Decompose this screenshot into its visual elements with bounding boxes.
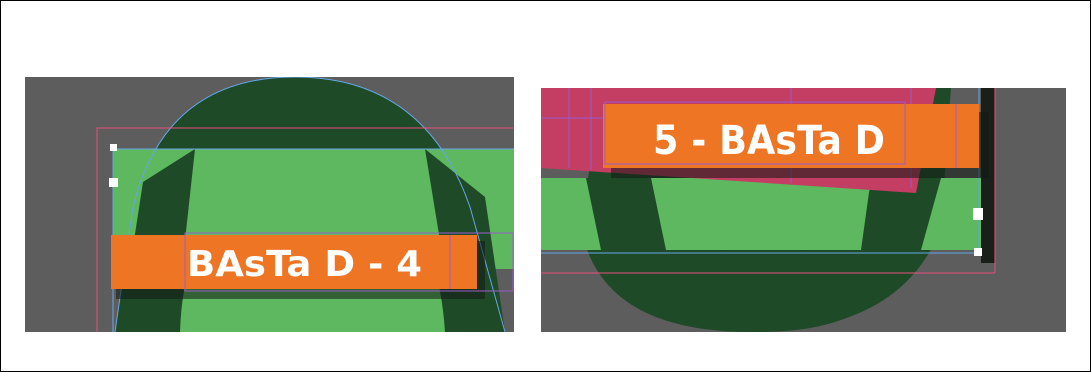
right-label-text[interactable]: 5 - BAsTa D bbox=[653, 118, 885, 164]
left-label-bar[interactable] bbox=[111, 235, 477, 289]
left-label-text[interactable]: BAsTa D - 4 bbox=[187, 244, 422, 285]
right-handle-bottom[interactable] bbox=[974, 248, 982, 256]
left-artwork-canvas[interactable]: BAsTa D - 4 bbox=[25, 77, 514, 332]
right-arch-bottom bbox=[601, 250, 921, 332]
right-layout-panel[interactable]: 5 - BAsTa D bbox=[541, 88, 1066, 332]
right-handle-middle[interactable] bbox=[973, 208, 983, 220]
right-arch-right-side bbox=[861, 178, 941, 250]
right-label-bar[interactable] bbox=[603, 104, 979, 168]
right-label-guide bbox=[604, 101, 906, 165]
right-arch-left-side bbox=[586, 178, 666, 250]
left-frame-guide bbox=[96, 127, 514, 332]
right-artwork-canvas[interactable]: 5 - BAsTa D bbox=[541, 88, 1066, 332]
left-handle-middle[interactable] bbox=[109, 178, 118, 187]
left-label-guide bbox=[184, 232, 514, 292]
left-arch-outline bbox=[114, 77, 506, 332]
right-inner-arch[interactable] bbox=[656, 178, 876, 257]
left-handle-top[interactable] bbox=[110, 144, 117, 151]
left-layout-panel[interactable]: BAsTa D - 4 bbox=[25, 77, 514, 332]
